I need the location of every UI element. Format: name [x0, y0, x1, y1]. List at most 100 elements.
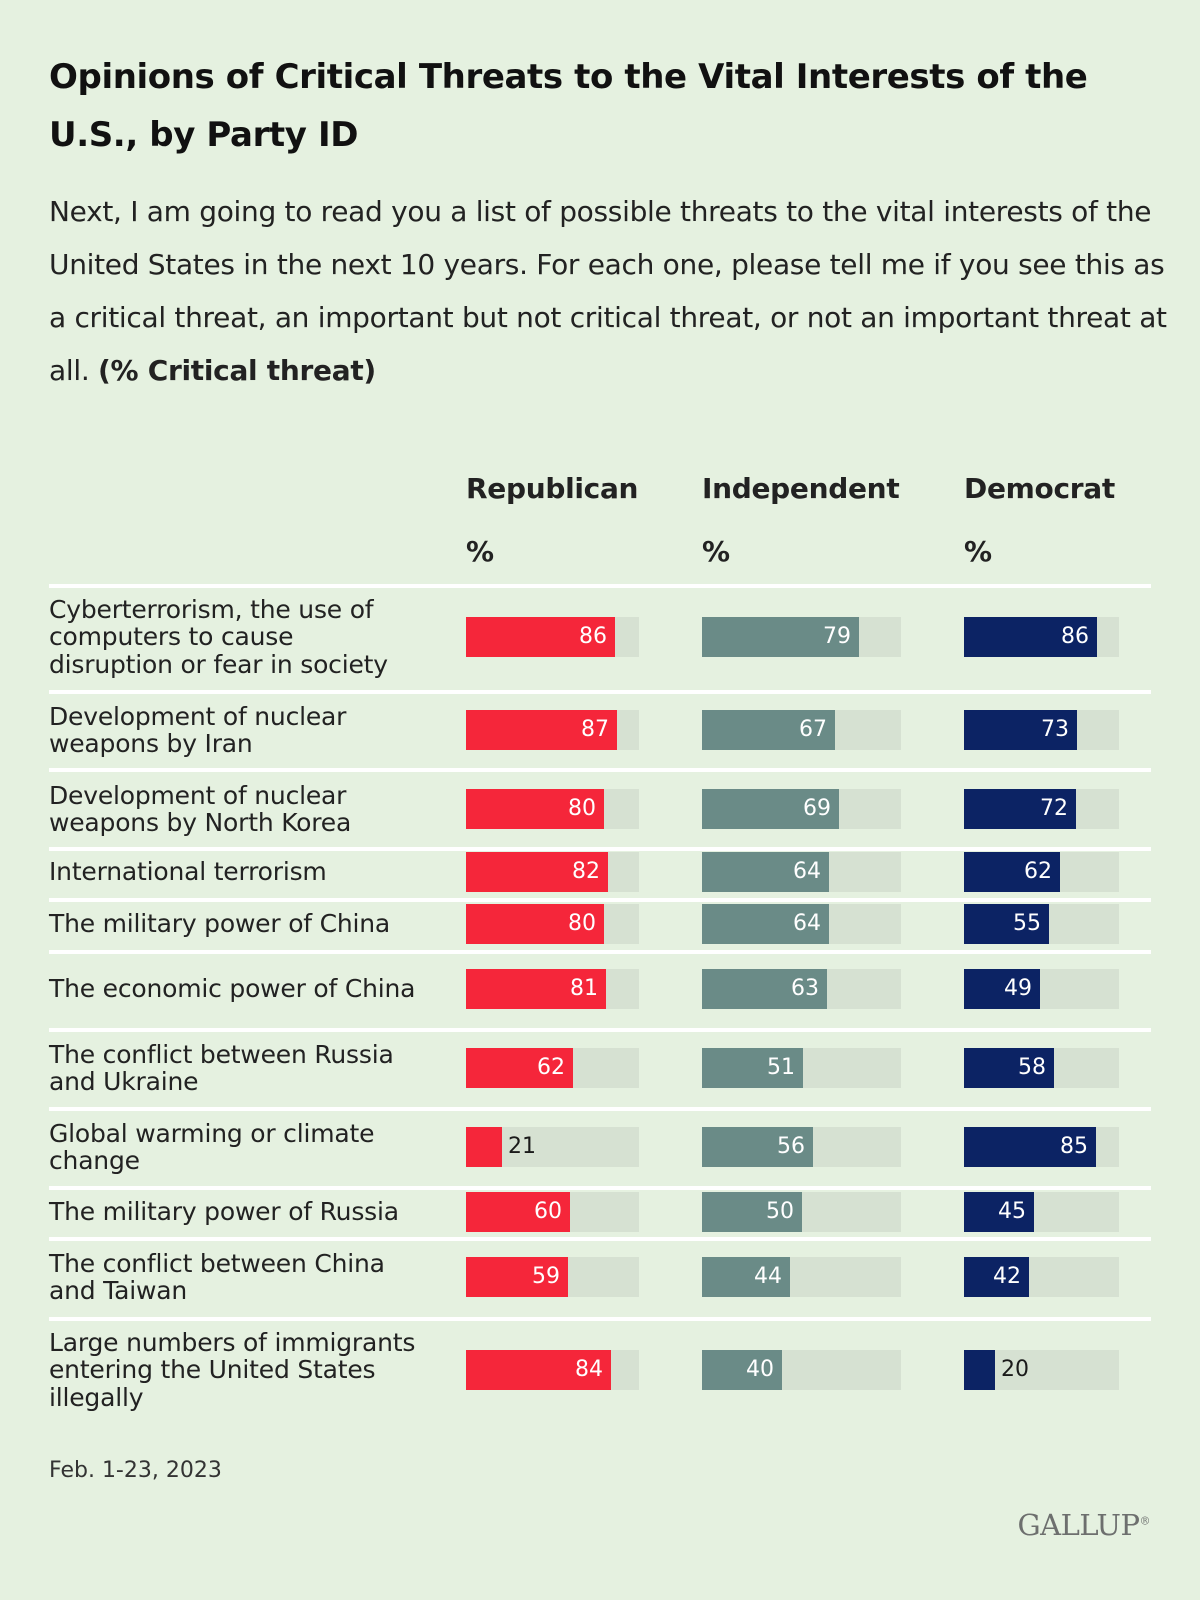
row-divider [49, 1028, 1151, 1032]
bar-value-independent: 40 [746, 1357, 774, 1382]
row-label: International terrorism [49, 857, 327, 886]
bar-democrat [964, 789, 1076, 829]
row-divider [49, 690, 1151, 694]
footnote-date: Feb. 1-23, 2023 [49, 1458, 222, 1483]
bar-track-democrat: 42 [964, 1257, 1119, 1297]
bar-independent [702, 904, 829, 944]
bar-track-independent: 40 [702, 1350, 901, 1390]
bar-track-independent: 64 [702, 852, 901, 892]
bar-track-independent: 51 [702, 1048, 901, 1088]
bar-track-democrat: 85 [964, 1127, 1119, 1167]
bar-track-republican: 59 [466, 1257, 639, 1297]
bar-republican [466, 710, 617, 750]
bar-track-independent: 44 [702, 1257, 901, 1297]
bar-value-republican: 62 [537, 1055, 565, 1080]
bar-value-independent: 44 [754, 1264, 782, 1289]
bar-democrat [964, 1192, 1034, 1232]
column-unit-republican: % [466, 535, 495, 568]
bar-track-independent: 50 [702, 1192, 901, 1232]
bar-track-independent: 56 [702, 1127, 901, 1167]
bar-value-democrat: 49 [1004, 976, 1032, 1001]
row-divider [49, 847, 1151, 851]
bar-value-republican: 87 [581, 717, 609, 742]
bar-value-democrat: 86 [1061, 624, 1089, 649]
column-header-democrat: Democrat [964, 472, 1115, 505]
row-label: Development of nuclear weapons by North … [49, 780, 352, 837]
row-divider [49, 1186, 1151, 1190]
bar-track-independent: 64 [702, 904, 901, 944]
row-divider [49, 1107, 1151, 1111]
bar-value-democrat: 42 [993, 1264, 1021, 1289]
bar-track-republican: 86 [466, 617, 639, 657]
bar-value-independent: 64 [793, 911, 821, 936]
bar-independent [702, 852, 829, 892]
bar-value-democrat: 73 [1041, 717, 1069, 742]
bar-track-republican: 21 [466, 1127, 639, 1167]
subtitle-text: Next, I am going to read you a list of p… [49, 195, 1167, 387]
bar-value-democrat: 72 [1040, 796, 1068, 821]
bar-value-democrat: 20 [1001, 1357, 1029, 1382]
row-label: The conflict between China and Taiwan [49, 1248, 385, 1305]
bar-value-independent: 67 [799, 717, 827, 742]
bar-track-republican: 84 [466, 1350, 639, 1390]
bar-track-democrat: 45 [964, 1192, 1119, 1232]
bar-democrat [964, 1127, 1096, 1167]
bar-value-democrat: 58 [1018, 1055, 1046, 1080]
bar-track-republican: 80 [466, 904, 639, 944]
bar-independent [702, 969, 827, 1009]
bar-track-democrat: 49 [964, 969, 1119, 1009]
bar-track-democrat: 55 [964, 904, 1119, 944]
row-label: The economic power of China [49, 974, 416, 1003]
bar-track-democrat: 86 [964, 617, 1119, 657]
bar-democrat [964, 969, 1040, 1009]
bar-independent [702, 1257, 790, 1297]
row-divider [49, 1237, 1151, 1241]
bar-republican [466, 1127, 502, 1167]
bar-value-republican: 86 [579, 624, 607, 649]
row-label: The conflict between Russia and Ukraine [49, 1039, 394, 1096]
bar-democrat [964, 1350, 995, 1390]
bar-democrat [964, 1048, 1054, 1088]
bar-track-republican: 60 [466, 1192, 639, 1232]
bar-value-independent: 69 [803, 796, 831, 821]
bar-value-republican: 80 [568, 796, 596, 821]
bar-democrat [964, 1257, 1029, 1297]
row-label: Cyberterrorism, the use of computers to … [49, 594, 388, 679]
bar-republican [466, 1257, 568, 1297]
bar-value-republican: 84 [575, 1357, 603, 1382]
gallup-logo: GALLUP® [1018, 1508, 1151, 1542]
row-label: Global warming or climate change [49, 1118, 375, 1175]
bar-track-independent: 79 [702, 617, 901, 657]
bar-track-republican: 62 [466, 1048, 639, 1088]
bar-republican [466, 1192, 570, 1232]
bar-track-democrat: 72 [964, 789, 1119, 829]
bar-track-independent: 67 [702, 710, 901, 750]
row-label: The military power of China [49, 909, 391, 938]
bar-value-republican: 21 [508, 1134, 536, 1159]
row-divider [49, 768, 1151, 772]
bar-track-republican: 87 [466, 710, 639, 750]
chart-title: Opinions of Critical Threats to the Vita… [49, 57, 1088, 155]
bar-value-republican: 82 [572, 859, 600, 884]
bar-value-independent: 64 [793, 859, 821, 884]
bar-value-independent: 79 [823, 624, 851, 649]
column-unit-democrat: % [964, 535, 993, 568]
bar-independent [702, 1127, 813, 1167]
bar-track-democrat: 58 [964, 1048, 1119, 1088]
bar-value-democrat: 45 [998, 1199, 1026, 1224]
bar-track-democrat: 20 [964, 1350, 1119, 1390]
column-unit-independent: % [702, 535, 731, 568]
row-divider [49, 584, 1151, 588]
bar-independent [702, 710, 835, 750]
bar-republican [466, 904, 604, 944]
row-divider [49, 1317, 1151, 1321]
bar-democrat [964, 852, 1060, 892]
bar-value-democrat: 62 [1024, 859, 1052, 884]
chart-subtitle: Next, I am going to read you a list of p… [49, 185, 1169, 397]
bar-track-independent: 63 [702, 969, 901, 1009]
bar-independent [702, 1048, 803, 1088]
bar-republican [466, 1048, 573, 1088]
bar-track-democrat: 73 [964, 710, 1119, 750]
bar-value-republican: 81 [570, 976, 598, 1001]
column-header-republican: Republican [466, 472, 639, 505]
